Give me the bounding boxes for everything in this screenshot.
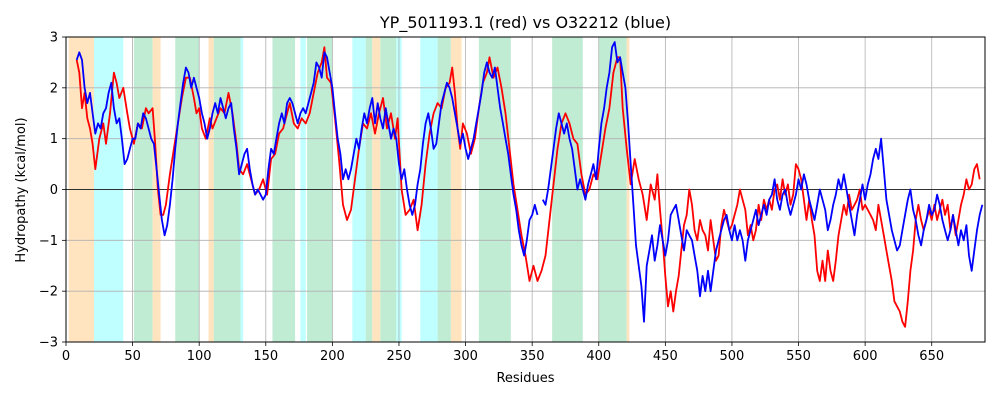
series-lines [75, 41, 984, 328]
x-tick-label: 250 [387, 349, 412, 364]
x-tick-label: 350 [520, 349, 545, 364]
x-tick-label: 300 [453, 349, 478, 364]
y-tick-label: 2 [50, 81, 58, 96]
x-tick-label: 650 [919, 349, 944, 364]
chart-title: YP_501193.1 (red) vs O32212 (blue) [379, 13, 671, 33]
x-axis-ticks: 0 50 100 150 200 250 300 350 400 450 500 550 600 650 [62, 342, 944, 364]
x-axis-label: Residues [496, 371, 554, 386]
y-tick-label: −1 [39, 234, 58, 249]
x-tick-label: 200 [320, 349, 345, 364]
series-line-blue [75, 41, 984, 323]
x-tick-label: 450 [653, 349, 678, 364]
x-tick-label: 150 [253, 349, 278, 364]
y-axis-ticks: −3 −2 −1 0 1 2 3 [39, 31, 66, 351]
x-tick-label: 50 [124, 349, 141, 364]
y-tick-label: 3 [50, 31, 58, 46]
x-tick-label: 500 [720, 349, 745, 364]
x-tick-label: 550 [786, 349, 811, 364]
y-tick-label: 1 [50, 132, 58, 147]
x-tick-label: 400 [586, 349, 611, 364]
x-tick-label: 0 [62, 349, 70, 364]
y-tick-label: −2 [39, 285, 58, 300]
x-tick-label: 600 [853, 349, 878, 364]
x-tick-label: 100 [187, 349, 212, 364]
y-tick-label: −3 [39, 336, 58, 351]
y-tick-label: 0 [50, 183, 58, 198]
y-axis-label: Hydropathy (kcal/mol) [14, 117, 29, 262]
